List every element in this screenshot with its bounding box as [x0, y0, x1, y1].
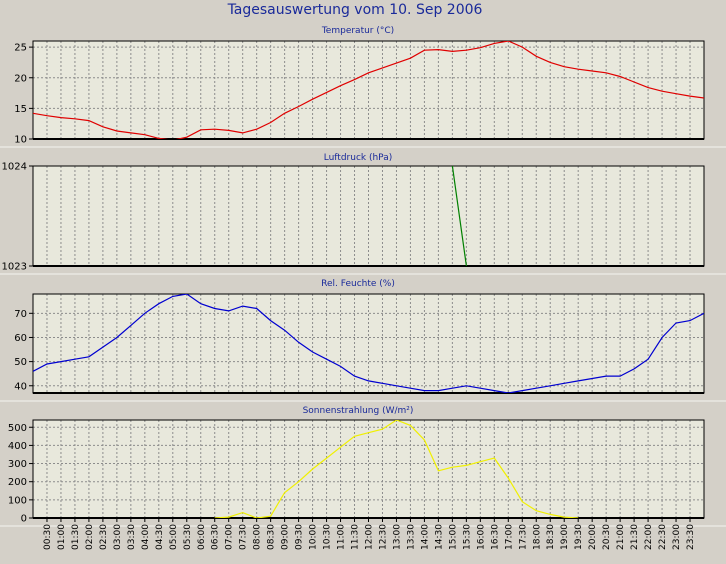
humidity-ytick-label: 60 [14, 333, 27, 344]
pressure-panel: Luftdruck (hPa) 1023 1024 [0, 153, 726, 275]
x-tick-label: 03:00 [113, 524, 123, 550]
x-tick-label: 13:30 [406, 524, 416, 550]
radiation-panel: Sonnenstrahlung (W/m²) 0 100 200 300 400 500 [0, 406, 726, 527]
x-tick-label: 15:30 [462, 524, 472, 550]
radiation-ytick-label: 400 [8, 441, 27, 452]
temperature-ytick-label: 15 [14, 104, 27, 115]
humidity-panel: Rel. Feuchte (%) 40 50 60 70 [0, 279, 726, 402]
x-tick-label: 04:00 [141, 524, 151, 550]
temperature-ytick-label: 10 [14, 135, 27, 146]
x-tick-label: 20:30 [602, 524, 612, 550]
humidity-series-line [33, 294, 704, 393]
x-tick-label: 21:30 [630, 524, 640, 550]
x-tick-label: 16:00 [476, 524, 486, 550]
x-tick-label: 21:00 [616, 524, 626, 550]
x-tick-label: 01:00 [57, 524, 67, 550]
x-tick-label: 05:30 [183, 524, 193, 550]
x-tick-label: 12:30 [378, 524, 388, 550]
radiation-ytick-label: 500 [8, 423, 27, 434]
humidity-ytick-label: 50 [14, 357, 27, 368]
x-tick-label: 10:30 [323, 524, 333, 550]
humidity-title: Rel. Feuchte (%) [321, 279, 395, 289]
main-title: Tagesauswertung vom 10. Sep 2006 [227, 2, 483, 18]
x-tick-label: 18:30 [546, 524, 556, 550]
x-tick-label: 12:00 [365, 524, 375, 550]
x-tick-label: 14:00 [420, 524, 430, 550]
x-tick-label: 05:00 [169, 524, 179, 550]
radiation-ytick-label: 300 [8, 459, 27, 470]
radiation-series-line [214, 420, 579, 518]
humidity-ytick-label: 40 [14, 381, 27, 392]
x-tick-label: 11:00 [337, 524, 347, 550]
x-tick-label: 03:30 [127, 524, 137, 550]
x-tick-label: 16:30 [490, 524, 500, 550]
temperature-ytick-label: 25 [14, 43, 27, 54]
x-tick-label: 19:30 [574, 524, 584, 550]
temperature-title: Temperatur (°C) [321, 26, 394, 36]
x-tick-label: 23:00 [672, 524, 682, 550]
temperature-series-line [33, 41, 704, 139]
radiation-title: Sonnenstrahlung (W/m²) [303, 406, 414, 416]
x-tick-label: 22:00 [644, 524, 654, 550]
x-tick-label: 02:00 [85, 524, 95, 550]
x-tick-label: 07:30 [239, 524, 249, 550]
radiation-ytick-label: 100 [8, 495, 27, 506]
x-tick-label: 13:00 [392, 524, 402, 550]
x-tick-label: 15:00 [448, 524, 458, 550]
x-tick-label: 19:00 [560, 524, 570, 550]
x-tick-label: 08:30 [267, 524, 277, 550]
humidity-ytick-label: 70 [14, 309, 27, 320]
radiation-ytick-label: 200 [8, 477, 27, 488]
pressure-title: Luftdruck (hPa) [324, 153, 393, 163]
x-tick-label: 17:30 [518, 524, 528, 550]
x-tick-label: 11:30 [351, 524, 361, 550]
x-tick-label: 08:00 [253, 524, 263, 550]
x-tick-label: 09:30 [295, 524, 305, 550]
x-tick-label: 00:30 [43, 524, 53, 550]
x-tick-label: 14:30 [434, 524, 444, 550]
x-tick-label: 17:00 [504, 524, 514, 550]
radiation-ytick-label: 0 [21, 514, 27, 525]
x-tick-label: 06:00 [197, 524, 207, 550]
x-tick-label: 02:30 [99, 524, 109, 550]
chart-panels: Temperatur (°C) 10 15 20 25 Luftdruck (hPa) 10… [0, 26, 726, 527]
x-tick-label: 22:30 [658, 524, 668, 550]
x-axis-labels: 00:30 01:00 01:30 02:00 02:30 03:00 03:30 04:00… [43, 518, 696, 550]
pressure-ytick-label: 1023 [2, 262, 27, 273]
x-tick-label: 06:30 [211, 524, 221, 550]
x-tick-label: 04:30 [155, 524, 165, 550]
x-tick-label: 09:00 [281, 524, 291, 550]
temperature-ytick-label: 20 [14, 73, 27, 84]
x-tick-label: 20:00 [588, 524, 598, 550]
pressure-series-line [451, 166, 467, 266]
x-tick-label: 01:30 [71, 524, 81, 550]
x-tick-label: 10:00 [309, 524, 319, 550]
x-tick-label: 18:00 [532, 524, 542, 550]
temperature-panel: Temperatur (°C) 10 15 20 25 [0, 26, 726, 148]
x-tick-label: 07:00 [225, 524, 235, 550]
pressure-ytick-label: 1024 [2, 162, 27, 173]
x-tick-label: 23:30 [686, 524, 696, 550]
